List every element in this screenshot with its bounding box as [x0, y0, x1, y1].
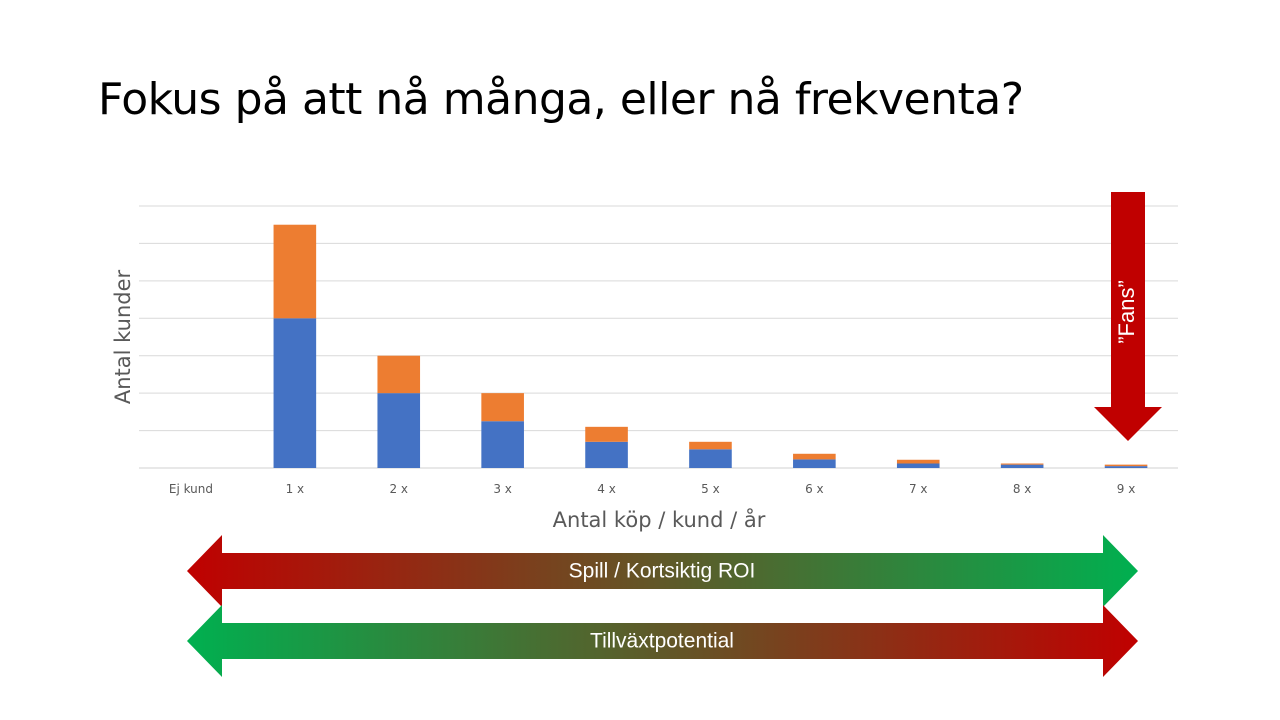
bar-series1-2x	[377, 393, 421, 468]
bar-series1-8x	[1000, 464, 1044, 468]
bar-series2-7x	[896, 459, 940, 464]
x-tick-label: 6 x	[805, 482, 824, 496]
bar-series2-1x	[273, 224, 317, 319]
roi-double-arrow	[187, 535, 1138, 607]
bars	[273, 224, 1148, 468]
x-tick-label: Ej kund	[169, 482, 213, 496]
bar-series2-4x	[585, 426, 628, 442]
x-tick-label: 5 x	[701, 482, 720, 496]
bar-series1-5x	[689, 449, 732, 468]
x-tick-label: 7 x	[909, 482, 928, 496]
bar-series1-4x	[585, 441, 628, 468]
growth-double-arrow	[187, 605, 1138, 677]
bar-series2-2x	[377, 355, 421, 394]
slide-title: Fokus på att nå många, eller nå frekvent…	[98, 74, 1024, 125]
bar-series1-7x	[896, 463, 940, 468]
roi-arrow-label: Spill / Kortsiktig ROI	[569, 560, 756, 583]
x-tick-labels: Ej kund 1 x 2 x 3 x 4 x 5 x 6 x 7 x 8 x 9 x	[169, 482, 1135, 496]
x-tick-label: 8 x	[1013, 482, 1032, 496]
y-axis-title: Antal kunder	[111, 269, 135, 404]
x-tick-label: 1 x	[286, 482, 305, 496]
x-tick-label: 9 x	[1117, 482, 1136, 496]
fans-arrow	[1094, 192, 1162, 441]
bar-series2-6x	[793, 453, 836, 460]
bar-series1-1x	[273, 318, 317, 468]
bar-series1-3x	[481, 421, 524, 468]
growth-arrow-label: Tillväxtpotential	[590, 630, 734, 653]
x-axis-title: Antal köp / kund / år	[553, 507, 766, 532]
bar-series2-9x	[1104, 464, 1148, 467]
x-tick-label: 4 x	[597, 482, 616, 496]
bar-series2-3x	[481, 393, 524, 422]
x-tick-label: 2 x	[389, 482, 408, 496]
bar-series2-8x	[1000, 463, 1044, 465]
fans-label: ”Fans”	[1114, 280, 1139, 344]
bar-series2-5x	[689, 441, 732, 450]
bar-series1-6x	[793, 459, 836, 468]
x-tick-label: 3 x	[493, 482, 512, 496]
bar-series1-9x	[1104, 466, 1148, 468]
